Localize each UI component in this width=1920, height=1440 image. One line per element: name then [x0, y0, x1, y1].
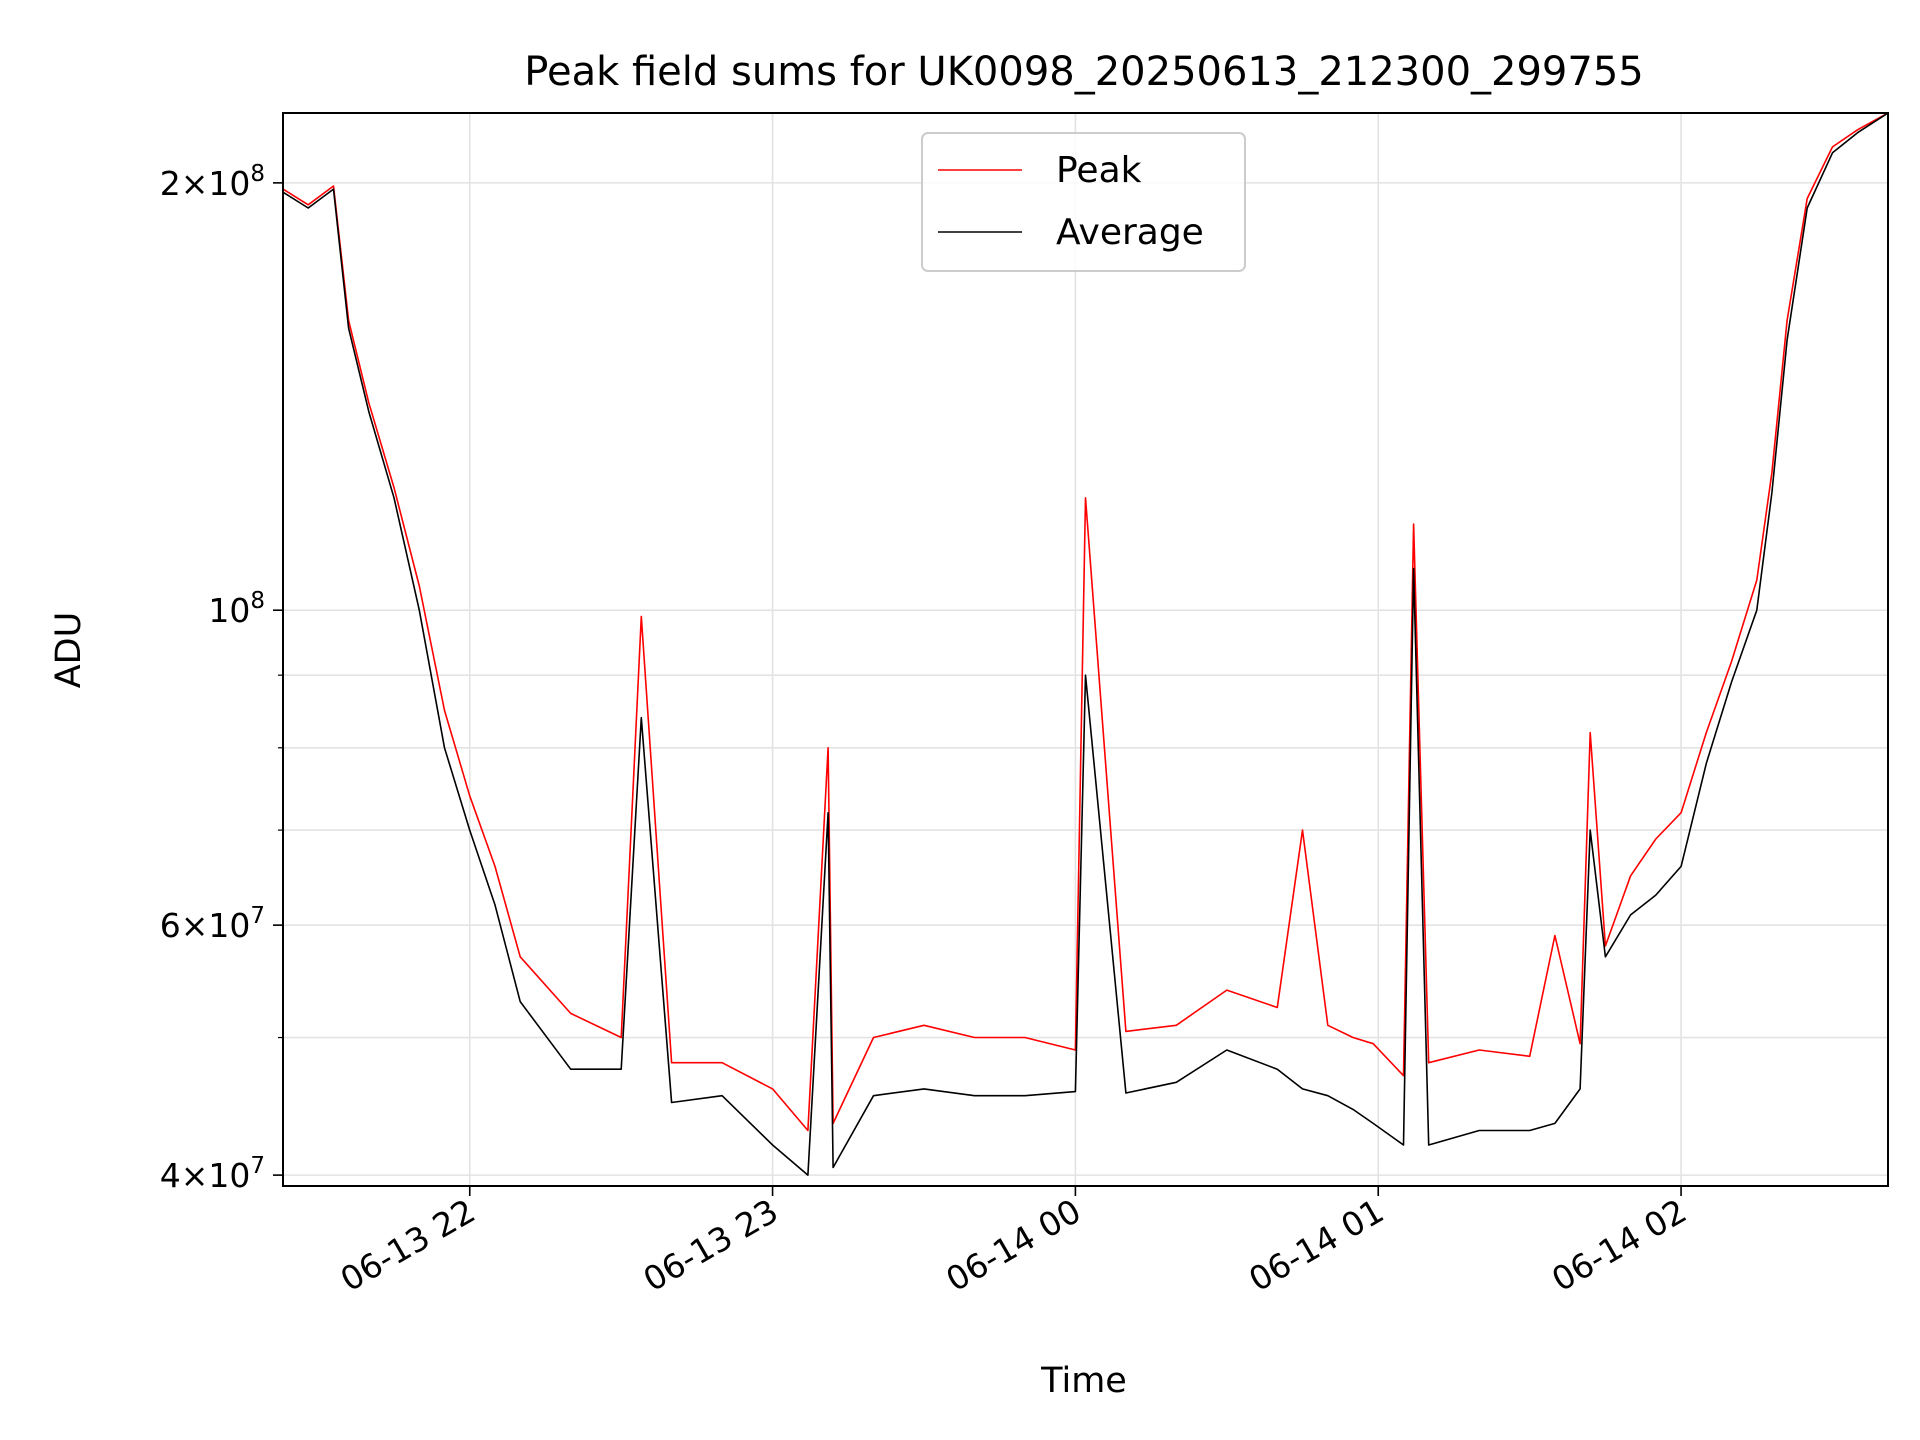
y-tick-label: 108: [208, 588, 265, 630]
legend-label-peak: Peak: [1056, 150, 1142, 191]
grid: [283, 113, 1888, 1186]
y-tick-label: 2×108: [160, 161, 265, 203]
y-axis-label: ADU: [49, 612, 89, 689]
chart-title: Peak field sums for UK0098_20250613_2123…: [524, 49, 1643, 95]
y-tick-label: 6×107: [160, 903, 265, 945]
y-tick-label: 4×107: [160, 1153, 265, 1195]
y-axis: 4×107 6×107 108 2×108: [160, 161, 283, 1195]
plot-area: [283, 113, 1888, 1176]
legend-label-average: Average: [1056, 212, 1204, 253]
series-line-average: [283, 113, 1888, 1176]
legend-box: [921, 132, 1246, 272]
series-group: [283, 113, 1888, 1176]
axes-frame: [282, 112, 1889, 1187]
series-line-peak: [283, 113, 1888, 1132]
legend: Peak Average: [921, 132, 1246, 272]
x-axis-label: Time: [1040, 1361, 1127, 1401]
